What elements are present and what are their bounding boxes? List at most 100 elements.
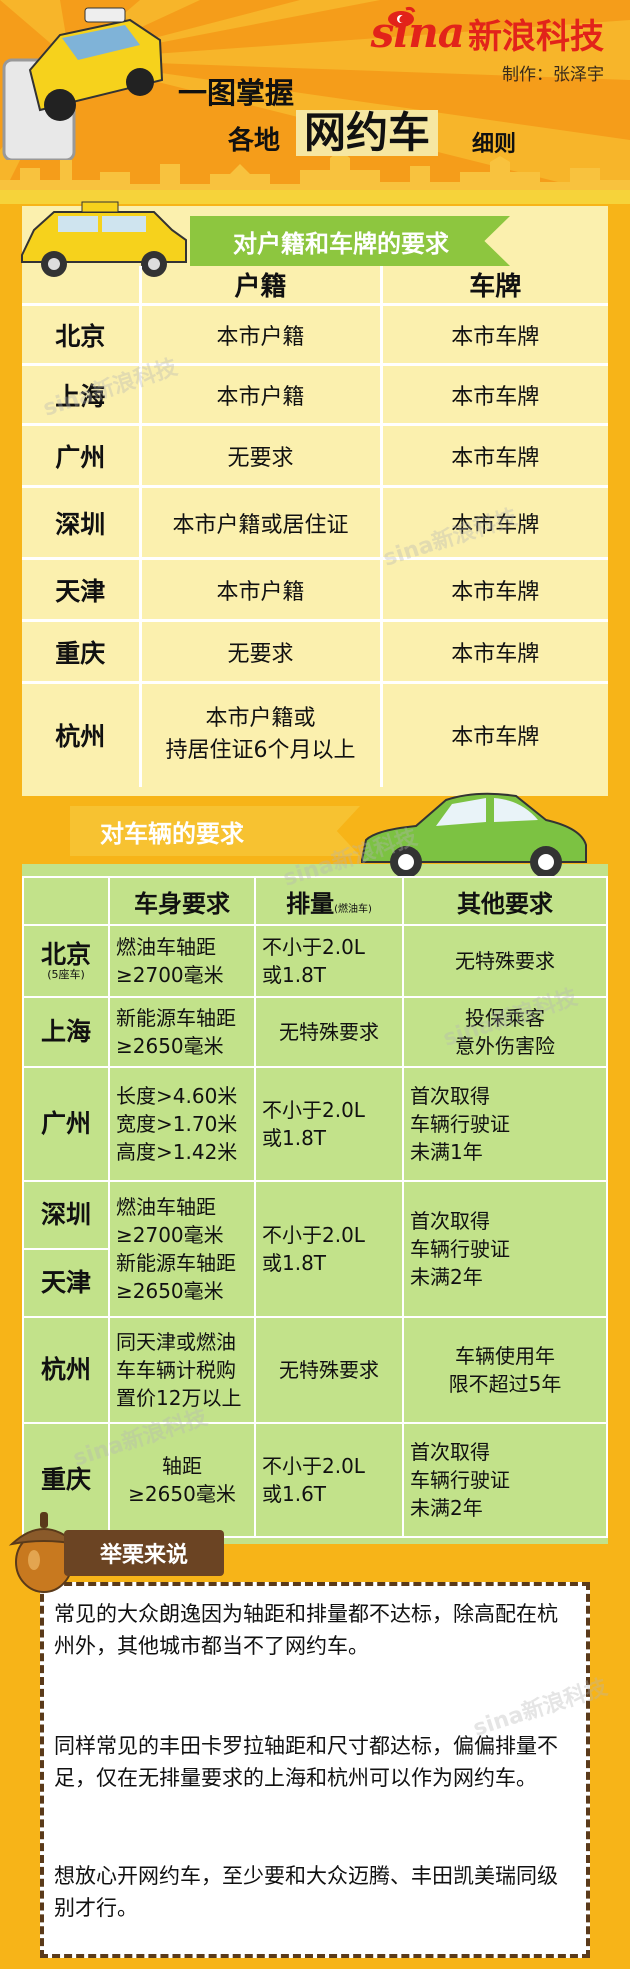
taxi-icon <box>21 201 187 277</box>
city-cell: 天津 <box>22 1248 110 1318</box>
body-line: ≥2700毫米 <box>116 963 224 987</box>
body-line: ≥2700毫米 <box>116 1223 224 1247</box>
other-cell: 投保乘客 意外伤害险 <box>402 996 608 1068</box>
other-line: 首次取得 <box>410 1084 490 1108</box>
body-line: 置价12万以上 <box>116 1386 242 1410</box>
page-title-highlight: 网约车 <box>296 110 439 156</box>
table-row: 杭州 同天津或燃油 车车辆计税购 置价12万以上 无特殊要求 车辆使用年 限不超… <box>22 1316 608 1424</box>
hukou-cell: 本市户籍或居住证 <box>140 486 383 560</box>
other-line: 车辆行驶证 <box>410 1237 510 1261</box>
disp-line: 不小于2.0L <box>262 935 365 959</box>
city-cell: 北京 <box>22 304 142 366</box>
other-cell: 无特殊要求 <box>402 924 608 998</box>
hukou-cell: 本市户籍 <box>140 558 383 622</box>
other-line: 未满2年 <box>410 1265 483 1289</box>
body-line: ≥2650毫米 <box>116 1034 224 1058</box>
disp-line: 或1.8T <box>262 1126 327 1150</box>
body-cell: 长度>4.60米 宽度>1.70米 高度>1.42米 <box>108 1066 256 1182</box>
hukou-cell: 本市户籍 <box>140 364 383 426</box>
table-row: 重庆 轴距 ≥2650毫米 不小于2.0L 或1.6T 首次取得 车辆行驶证 未… <box>22 1422 608 1538</box>
disp-line: 或1.8T <box>262 963 327 987</box>
table-row: 深圳 燃油车轴距 ≥2700毫米 新能源车轴距 ≥2650毫米 不小于2.0L … <box>22 1180 608 1318</box>
header-hukou: 户籍 <box>140 266 383 306</box>
body-line: ≥2650毫米 <box>128 1482 236 1506</box>
body-line: 燃油车轴距 <box>116 935 216 959</box>
city-cell: 杭州 <box>22 1316 110 1424</box>
example-paragraph: 常见的大众朗逸因为轴距和排量都不达标，除高配在杭州外，其他城市都当不了网约车。 <box>54 1602 558 1658</box>
disp-line: 不小于2.0L <box>262 1454 365 1478</box>
table-row: 深圳 本市户籍或居住证 本市车牌 <box>22 486 608 560</box>
table-row: 北京 (5座车) 燃油车轴距 ≥2700毫米 不小于2.0L 或1.8T 无特殊… <box>22 924 608 998</box>
table-row: 上海 新能源车轴距 ≥2650毫米 无特殊要求 投保乘客 意外伤害险 <box>22 996 608 1068</box>
city-cell: 上海 <box>22 364 142 426</box>
hukou-cell: 本市户籍 <box>140 304 383 366</box>
body-cell: 燃油车轴距 ≥2700毫米 <box>108 924 256 998</box>
other-line: 投保乘客 <box>465 1006 545 1030</box>
disp-cell: 无特殊要求 <box>254 996 404 1068</box>
city-name: 北京 <box>40 940 91 969</box>
body-line: 车车辆计税购 <box>116 1358 236 1382</box>
disp-cell: 不小于2.0L 或1.8T <box>254 1066 404 1182</box>
disp-cell: 不小于2.0L 或1.8T <box>254 1180 404 1318</box>
other-line: 车辆行驶证 <box>410 1468 510 1492</box>
hukou-cell: 无要求 <box>140 620 383 684</box>
plate-cell: 本市车牌 <box>381 486 608 560</box>
other-line: 意外伤害险 <box>455 1034 555 1058</box>
body-line: 宽度>1.70米 <box>116 1112 238 1136</box>
section2-banner: 对车辆的要求 <box>70 806 360 856</box>
page-title-line1: 一图掌握 <box>178 76 295 110</box>
hukou-line: 持居住证6个月以上 <box>165 738 356 764</box>
example-box <box>40 1582 590 1958</box>
body-cell: 轴距 ≥2650毫米 <box>108 1422 256 1538</box>
city-cell: 深圳 <box>22 486 142 560</box>
plate-cell: 本市车牌 <box>381 424 608 488</box>
other-line: 未满1年 <box>410 1140 483 1164</box>
table-row: 天津 <box>22 1248 607 1318</box>
header-banner: sina 新浪科技 制作：张泽宇 一图掌握 各地 网约车 细则 <box>0 0 630 200</box>
table-header-row: 车身要求 排量(燃油车) 其他要求 <box>22 876 608 926</box>
body-cell: 新能源车轴距 ≥2650毫米 <box>108 996 256 1068</box>
body-line: ≥2650毫米 <box>116 1279 224 1303</box>
disp-cell: 不小于2.0L 或1.8T <box>254 924 404 998</box>
plate-cell: 本市车牌 <box>381 304 608 366</box>
other-line: 车辆行驶证 <box>410 1112 510 1136</box>
disp-line: 不小于2.0L <box>262 1098 365 1122</box>
header-divider <box>0 190 630 204</box>
table-header-row: 户籍 车牌 <box>22 266 608 306</box>
table-row: 杭州 本市户籍或 持居住证6个月以上 本市车牌 <box>22 682 608 787</box>
body-line: 同天津或燃油 <box>116 1330 236 1354</box>
disp-line: 或1.8T <box>262 1251 327 1275</box>
city-cell: 重庆 <box>22 1422 110 1538</box>
table-row: 天津 本市户籍 本市车牌 <box>22 558 608 622</box>
header-displacement-label: 排量 <box>286 889 335 918</box>
body-line: 轴距 <box>162 1454 202 1478</box>
example-paragraph: 同样常见的丰田卡罗拉轴距和尺寸都达标，偏偏排量不足，仅在无排量要求的上海和杭州可… <box>54 1734 558 1790</box>
body-cell: 燃油车轴距 ≥2700毫米 新能源车轴距 ≥2650毫米 <box>108 1180 256 1318</box>
table-row: 上海 本市户籍 本市车牌 <box>22 364 608 426</box>
plate-cell: 本市车牌 <box>451 725 540 751</box>
city-cell: 北京 (5座车) <box>22 924 110 998</box>
header-displacement: 排量(燃油车) <box>254 876 404 926</box>
body-line: 新能源车轴距 <box>116 1251 236 1275</box>
green-car-icon <box>361 792 587 878</box>
city-cell: 重庆 <box>22 620 142 684</box>
city-cell: 杭州 <box>22 682 142 787</box>
other-cell: 首次取得 车辆行驶证 未满2年 <box>402 1422 608 1538</box>
city-cell: 天津 <box>22 558 142 622</box>
other-line: 限不超过5年 <box>448 1372 562 1396</box>
table-row: 北京 本市户籍 本市车牌 <box>22 304 608 366</box>
hukou-plate-table: 户籍 车牌 北京 本市户籍 本市车牌 上海 本市户籍 本市车牌 广州 无要求 本… <box>22 266 608 787</box>
body-line: 长度>4.60米 <box>116 1084 238 1108</box>
page-title-line2-suffix: 细则 <box>472 132 517 157</box>
header-body: 车身要求 <box>108 876 256 926</box>
example-paragraph: 想放心开网约车，至少要和大众迈腾、丰田凯美瑞同级别才行。 <box>54 1864 558 1920</box>
section3-banner: 举栗来说 <box>64 1530 224 1576</box>
header-plate: 车牌 <box>381 266 608 306</box>
sina-eye-logo-icon <box>388 6 416 27</box>
disp-cell: 不小于2.0L 或1.6T <box>254 1422 404 1538</box>
body-cell: 同天津或燃油 车车辆计税购 置价12万以上 <box>108 1316 256 1424</box>
credit-text: 制作：张泽宇 <box>502 65 604 85</box>
city-cell: 深圳 <box>22 1180 110 1250</box>
table-row: 广州 无要求 本市车牌 <box>22 424 608 488</box>
header-blank <box>22 266 142 306</box>
